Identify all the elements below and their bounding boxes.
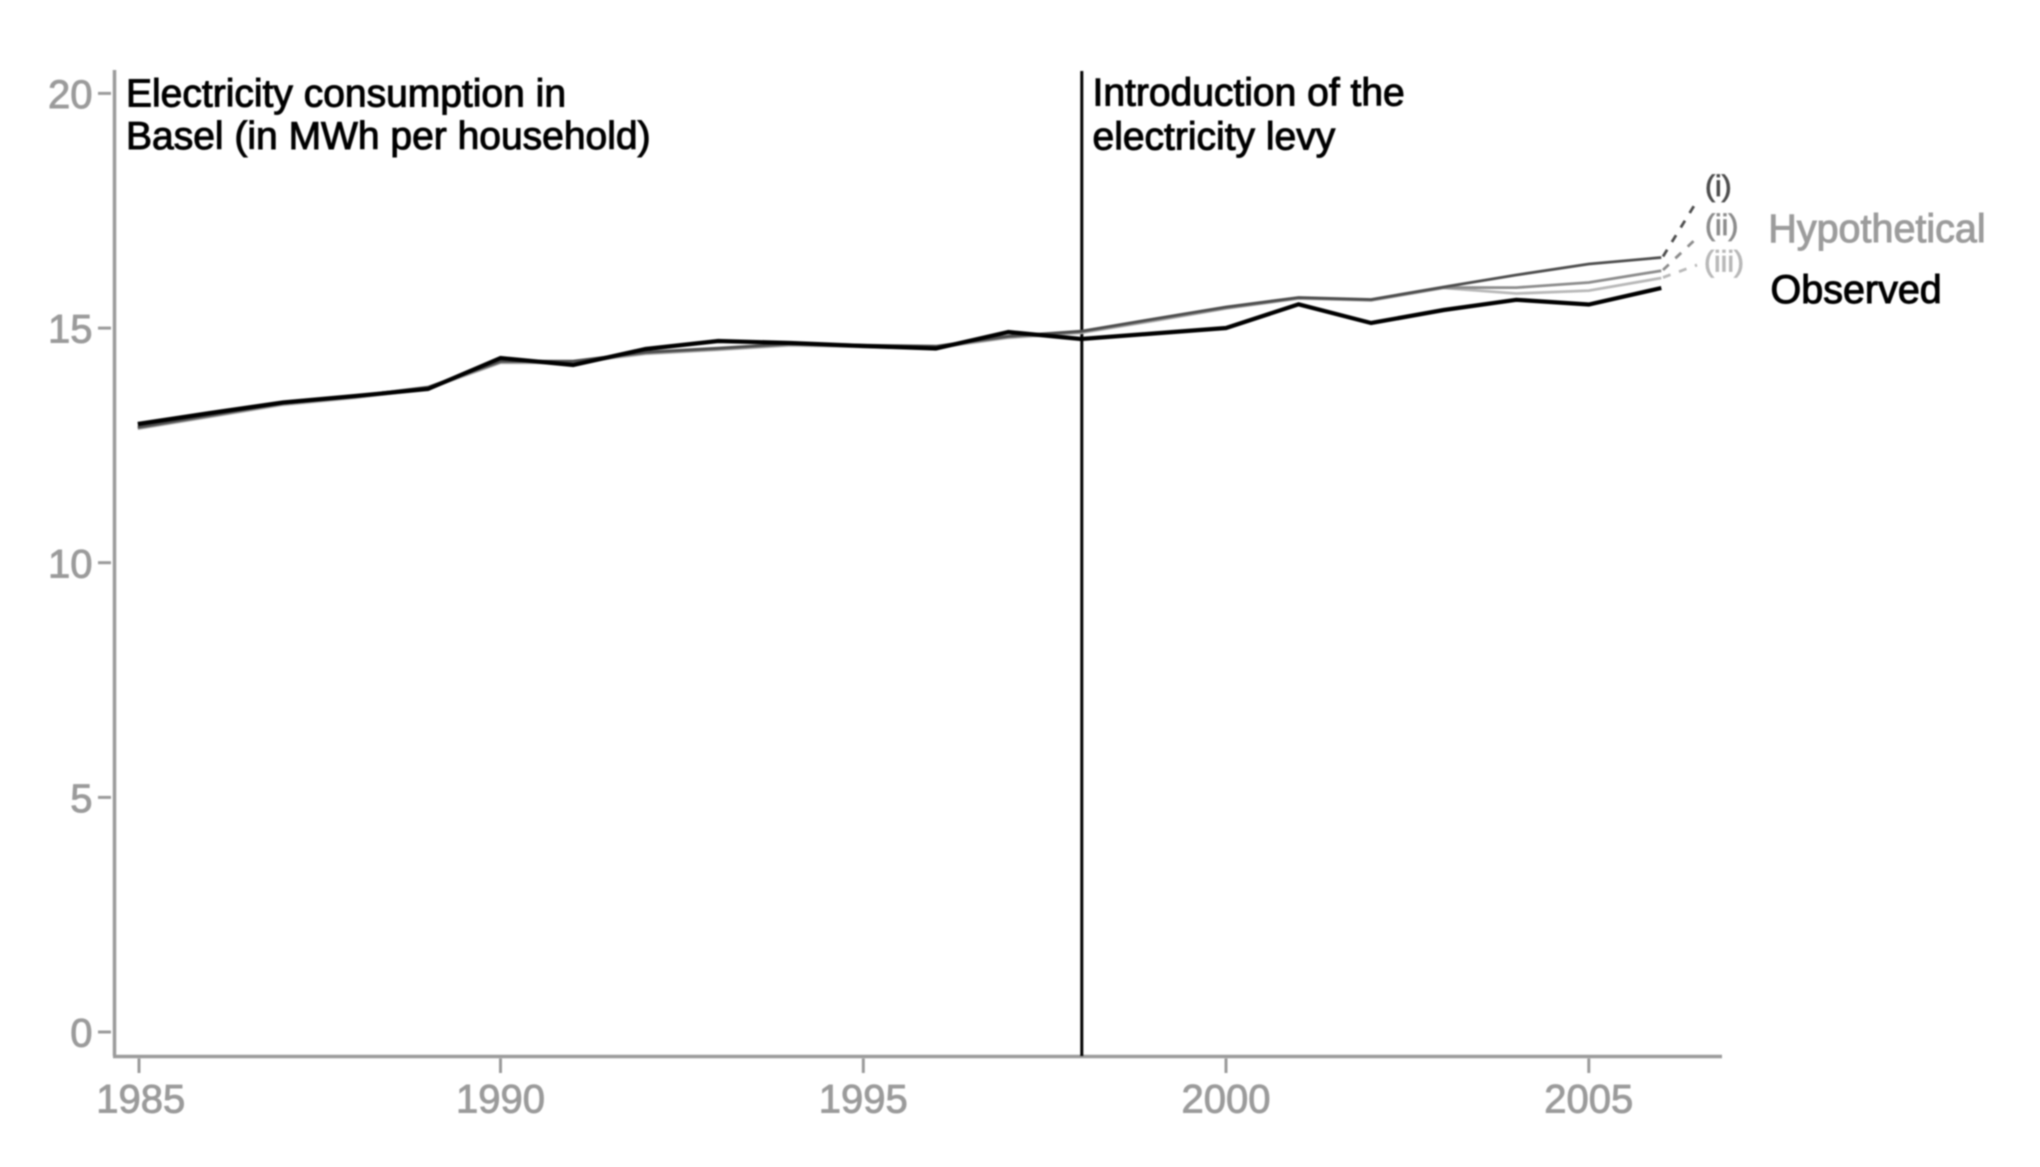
svg-text:20: 20: [48, 73, 93, 117]
svg-text:(i): (i): [1705, 170, 1732, 203]
svg-text:0: 0: [70, 1012, 92, 1056]
svg-text:Observed: Observed: [1771, 268, 1942, 312]
svg-text:Electricity consumption in: Electricity consumption in: [126, 73, 566, 116]
svg-text:10: 10: [48, 542, 93, 586]
svg-text:Hypothetical: Hypothetical: [1768, 207, 1985, 251]
svg-text:15: 15: [48, 308, 93, 352]
svg-text:2005: 2005: [1544, 1078, 1633, 1122]
svg-text:(ii): (ii): [1705, 209, 1738, 242]
svg-text:Basel (in MWh per household): Basel (in MWh per household): [126, 115, 651, 158]
svg-text:(iii): (iii): [1704, 246, 1744, 279]
svg-text:2000: 2000: [1182, 1078, 1271, 1122]
svg-text:1995: 1995: [819, 1078, 908, 1122]
svg-text:Introduction of the: Introduction of the: [1093, 72, 1405, 115]
svg-text:5: 5: [70, 777, 92, 821]
svg-text:1990: 1990: [456, 1078, 545, 1122]
svg-text:electricity levy: electricity levy: [1093, 116, 1336, 159]
svg-text:1985: 1985: [96, 1078, 185, 1122]
